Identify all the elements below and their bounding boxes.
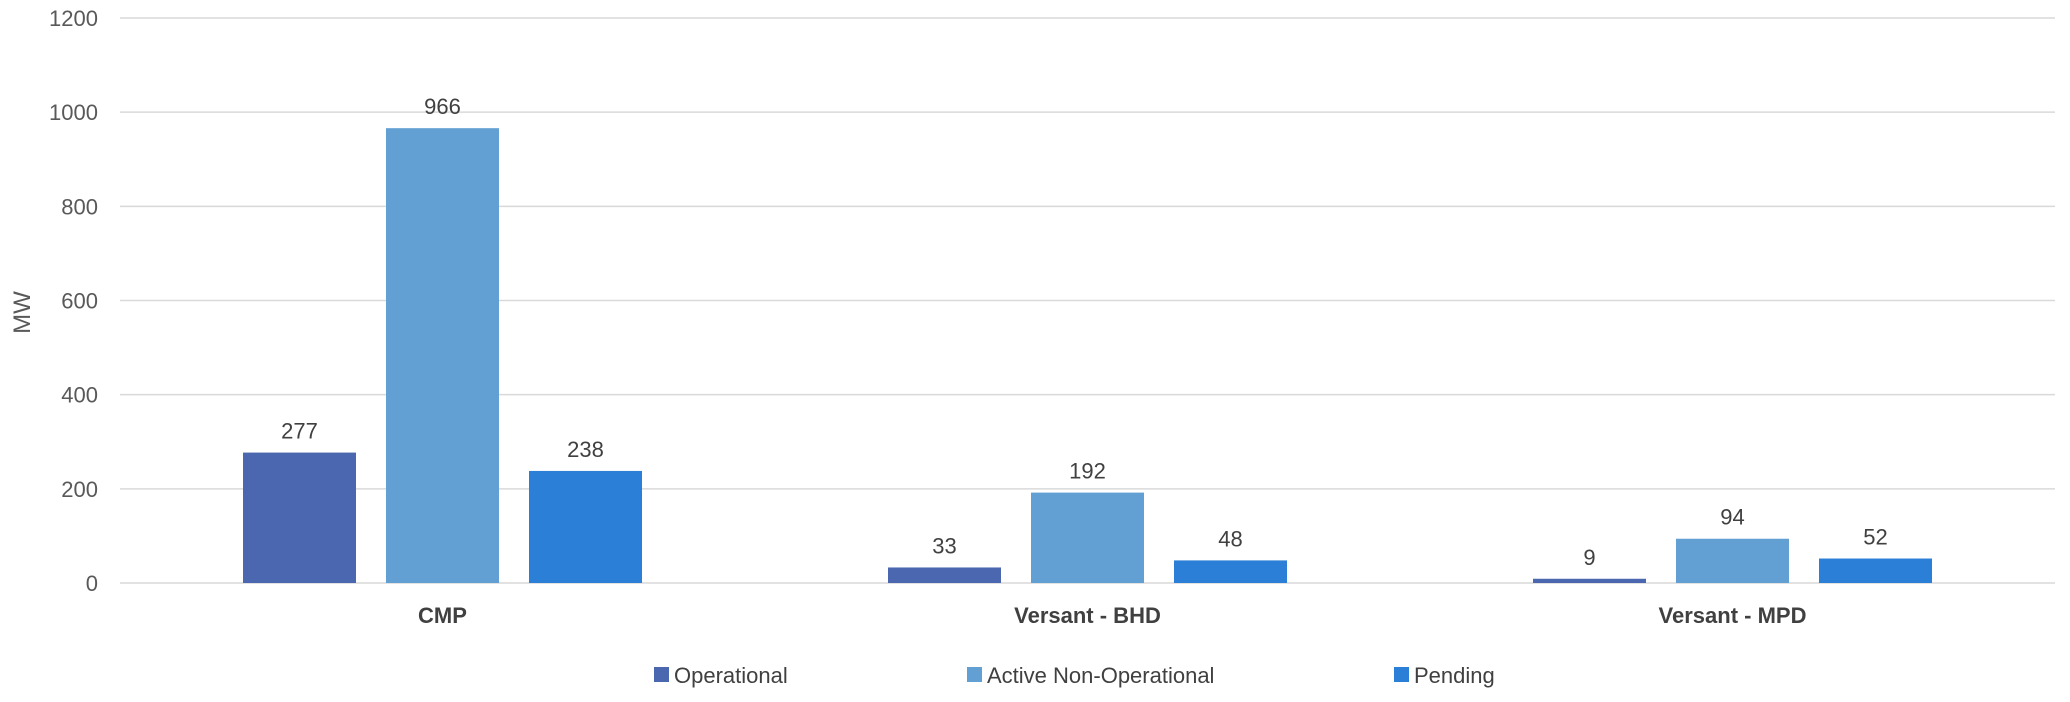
- y-axis-ticks: 0 200 400 600 800 1000 1200: [49, 6, 98, 596]
- bar-pending: [1819, 558, 1932, 583]
- legend-label: Active Non-Operational: [987, 663, 1214, 688]
- y-tick-label: 200: [61, 477, 98, 502]
- category-label: Versant - MPD: [1659, 603, 1807, 628]
- y-tick-label: 1200: [49, 6, 98, 31]
- bar-pending: [529, 470, 642, 583]
- legend-label: Operational: [674, 663, 788, 688]
- data-label: 52: [1863, 525, 1887, 550]
- category-label: CMP: [418, 603, 467, 628]
- data-label: 277: [281, 419, 318, 444]
- data-label: 966: [424, 94, 461, 119]
- bars: [243, 128, 1932, 584]
- bar-operational: [888, 567, 1001, 583]
- data-label: 238: [567, 437, 604, 462]
- legend: Operational Active Non-Operational Pending: [654, 663, 1495, 688]
- legend-label: Pending: [1414, 663, 1495, 688]
- y-tick-label: 1000: [49, 100, 98, 125]
- data-labels: 277 966 238 33 192 48 9 94 52: [281, 94, 1888, 570]
- data-label: 33: [932, 533, 956, 558]
- legend-swatch: [967, 667, 982, 682]
- bar-active-non-operational: [386, 128, 499, 584]
- legend-item: Operational: [654, 663, 788, 688]
- data-label: 192: [1069, 459, 1106, 484]
- category-label: Versant - BHD: [1014, 603, 1161, 628]
- bar-operational: [243, 452, 356, 583]
- legend-item: Active Non-Operational: [967, 663, 1214, 688]
- legend-item: Pending: [1394, 663, 1495, 688]
- y-axis-label: MW: [9, 291, 36, 334]
- bar-active-non-operational: [1676, 538, 1789, 583]
- legend-swatch: [1394, 667, 1409, 682]
- bar-operational: [1533, 578, 1646, 583]
- y-tick-label: 0: [86, 571, 98, 596]
- category-labels: CMP Versant - BHD Versant - MPD: [418, 603, 1806, 628]
- data-label: 9: [1583, 545, 1595, 570]
- legend-swatch: [654, 667, 669, 682]
- y-tick-label: 800: [61, 194, 98, 219]
- data-label: 94: [1720, 505, 1744, 530]
- y-tick-label: 600: [61, 289, 98, 314]
- bar-pending: [1174, 560, 1287, 583]
- y-tick-label: 400: [61, 383, 98, 408]
- data-label: 48: [1218, 526, 1242, 551]
- bar-active-non-operational: [1031, 492, 1144, 583]
